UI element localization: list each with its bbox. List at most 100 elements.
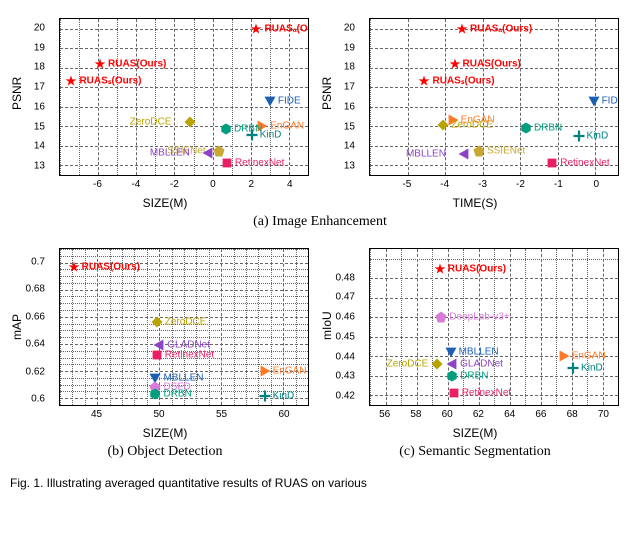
xlabel: SIZE(M) bbox=[453, 426, 498, 440]
ylabel: mAP bbox=[10, 314, 24, 340]
point-label: RUASₛ(Ours) bbox=[432, 76, 494, 87]
point-label: GLADNet bbox=[460, 359, 503, 370]
point-label: RetinexNet bbox=[165, 349, 214, 360]
marker-square bbox=[547, 158, 558, 169]
marker-diamond bbox=[438, 120, 449, 131]
xtick: 70 bbox=[598, 409, 609, 420]
point-label: ZeroDCE bbox=[165, 317, 207, 328]
ytick: 0.68 bbox=[26, 284, 45, 295]
ytick: 17 bbox=[344, 82, 355, 93]
marker-pent bbox=[473, 145, 484, 156]
point-label: RUASₐ(Ours) bbox=[264, 23, 309, 34]
marker-star bbox=[251, 23, 262, 34]
xlabel: TIME(S) bbox=[453, 196, 498, 210]
xtick: 62 bbox=[473, 409, 484, 420]
xtick: 64 bbox=[504, 409, 515, 420]
marker-tri_l bbox=[202, 147, 213, 158]
marker-tri_d bbox=[588, 95, 599, 106]
ytick: 19 bbox=[344, 42, 355, 53]
point-label: MBLLEN bbox=[406, 148, 446, 159]
marker-tri_r bbox=[259, 366, 270, 377]
xtick: -3 bbox=[478, 179, 487, 190]
xlabel: SIZE(M) bbox=[143, 426, 188, 440]
panel-detection: RUAS(Ours)ZeroDCEGLADNetRetinexNetEnGANM… bbox=[15, 240, 315, 440]
marker-star bbox=[449, 58, 460, 69]
xtick: -6 bbox=[93, 179, 102, 190]
marker-hex bbox=[447, 370, 458, 381]
xtick: 66 bbox=[535, 409, 546, 420]
point-label: MBLLEN bbox=[150, 147, 190, 158]
point-label: ZeroDCE bbox=[451, 120, 493, 131]
xtick: 60 bbox=[278, 409, 289, 420]
marker-star bbox=[434, 263, 445, 274]
ytick: 0.46 bbox=[336, 312, 355, 323]
point-label: RetinexNet bbox=[462, 388, 511, 399]
point-label: RUAS(Ours) bbox=[448, 263, 506, 274]
marker-tri_l bbox=[458, 148, 469, 159]
panel-ie-size: RUASₐ(Ours)RUAS(Ours)RUASₛ(Ours)FIDEZero… bbox=[15, 10, 315, 210]
marker-hex bbox=[150, 389, 161, 400]
point-label: KinD bbox=[581, 362, 603, 373]
ylabel: mIoU bbox=[320, 311, 334, 340]
point-label: RUAS(Ours) bbox=[82, 261, 140, 272]
marker-plus bbox=[246, 130, 257, 141]
ytick: 17 bbox=[34, 82, 45, 93]
xtick: 56 bbox=[379, 409, 390, 420]
ylabel: PSNR bbox=[10, 77, 24, 110]
point-label: RUAS(Ours) bbox=[463, 58, 521, 69]
ytick: 16 bbox=[344, 101, 355, 112]
marker-tri_d bbox=[445, 347, 456, 358]
ytick: 19 bbox=[34, 42, 45, 53]
panel-segmentation: RUAS(Ours)DeepLab-v3+MBLLENEnGANZeroDCEG… bbox=[325, 240, 625, 440]
xtick: 50 bbox=[153, 409, 164, 420]
ytick: 20 bbox=[344, 22, 355, 33]
marker-star bbox=[419, 76, 430, 87]
ylabel: PSNR bbox=[320, 77, 334, 110]
marker-tri_l bbox=[447, 359, 458, 370]
ytick: 20 bbox=[34, 22, 45, 33]
ytick: 0.48 bbox=[336, 272, 355, 283]
ytick: 14 bbox=[344, 141, 355, 152]
marker-square bbox=[448, 388, 459, 399]
xtick: -4 bbox=[440, 179, 449, 190]
ytick: 14 bbox=[34, 141, 45, 152]
point-label: DRBN bbox=[534, 123, 562, 134]
marker-pent bbox=[214, 145, 225, 156]
point-label: RUAS(Ours) bbox=[108, 58, 166, 69]
point-label: MBLLEN bbox=[459, 347, 499, 358]
figure-caption: Fig. 1. Illustrating averaged quantitati… bbox=[10, 476, 630, 490]
row-bottom: RUAS(Ours) ZeroDCE GLADNet RetinexNet EnGAN M… bbox=[10, 240, 630, 440]
marker-star bbox=[457, 23, 468, 34]
ytick: 0.45 bbox=[336, 331, 355, 342]
plot-area: RUAS(Ours)DeepLab-v3+MBLLENEnGANZeroDCEG… bbox=[369, 248, 619, 406]
xtick: 45 bbox=[91, 409, 102, 420]
ytick: 16 bbox=[34, 101, 45, 112]
ytick: 0.47 bbox=[336, 292, 355, 303]
ytick: 0.66 bbox=[26, 311, 45, 322]
xtick: 58 bbox=[410, 409, 421, 420]
xtick: 0 bbox=[210, 179, 216, 190]
caption-c: (c) Semantic Segmentation bbox=[325, 444, 625, 460]
plot-area: RUASₐ(Ours)RUAS(Ours)RUASₛ(Ours)FIDEZero… bbox=[59, 18, 309, 176]
xtick: 55 bbox=[216, 409, 227, 420]
point-label: DRBN bbox=[163, 389, 191, 400]
point-label: EnGAN bbox=[572, 351, 606, 362]
marker-tri_r bbox=[558, 351, 569, 362]
ytick: 13 bbox=[344, 161, 355, 172]
xtick: 0 bbox=[593, 179, 599, 190]
xlabel: SIZE(M) bbox=[143, 196, 188, 210]
ytick: 18 bbox=[34, 62, 45, 73]
marker-star bbox=[66, 76, 77, 87]
ytick: 15 bbox=[344, 121, 355, 132]
point-label: RetinexNet bbox=[235, 158, 284, 169]
ytick: 15 bbox=[34, 121, 45, 132]
ytick: 0.62 bbox=[26, 366, 45, 377]
plot-area: RUASₐ(Ours)RUAS(Ours)RUASₛ(Ours)FIDEEnGA… bbox=[369, 18, 619, 176]
ytick: 0.43 bbox=[336, 371, 355, 382]
point-label: DeepLab-v3+ bbox=[449, 312, 509, 323]
xtick: -2 bbox=[170, 179, 179, 190]
point-label: KinD bbox=[273, 390, 295, 401]
point-label: DRBN bbox=[460, 370, 488, 381]
point-label: ZeroDCE bbox=[130, 117, 172, 128]
caption-a: (a) Image Enhancement bbox=[10, 214, 630, 230]
